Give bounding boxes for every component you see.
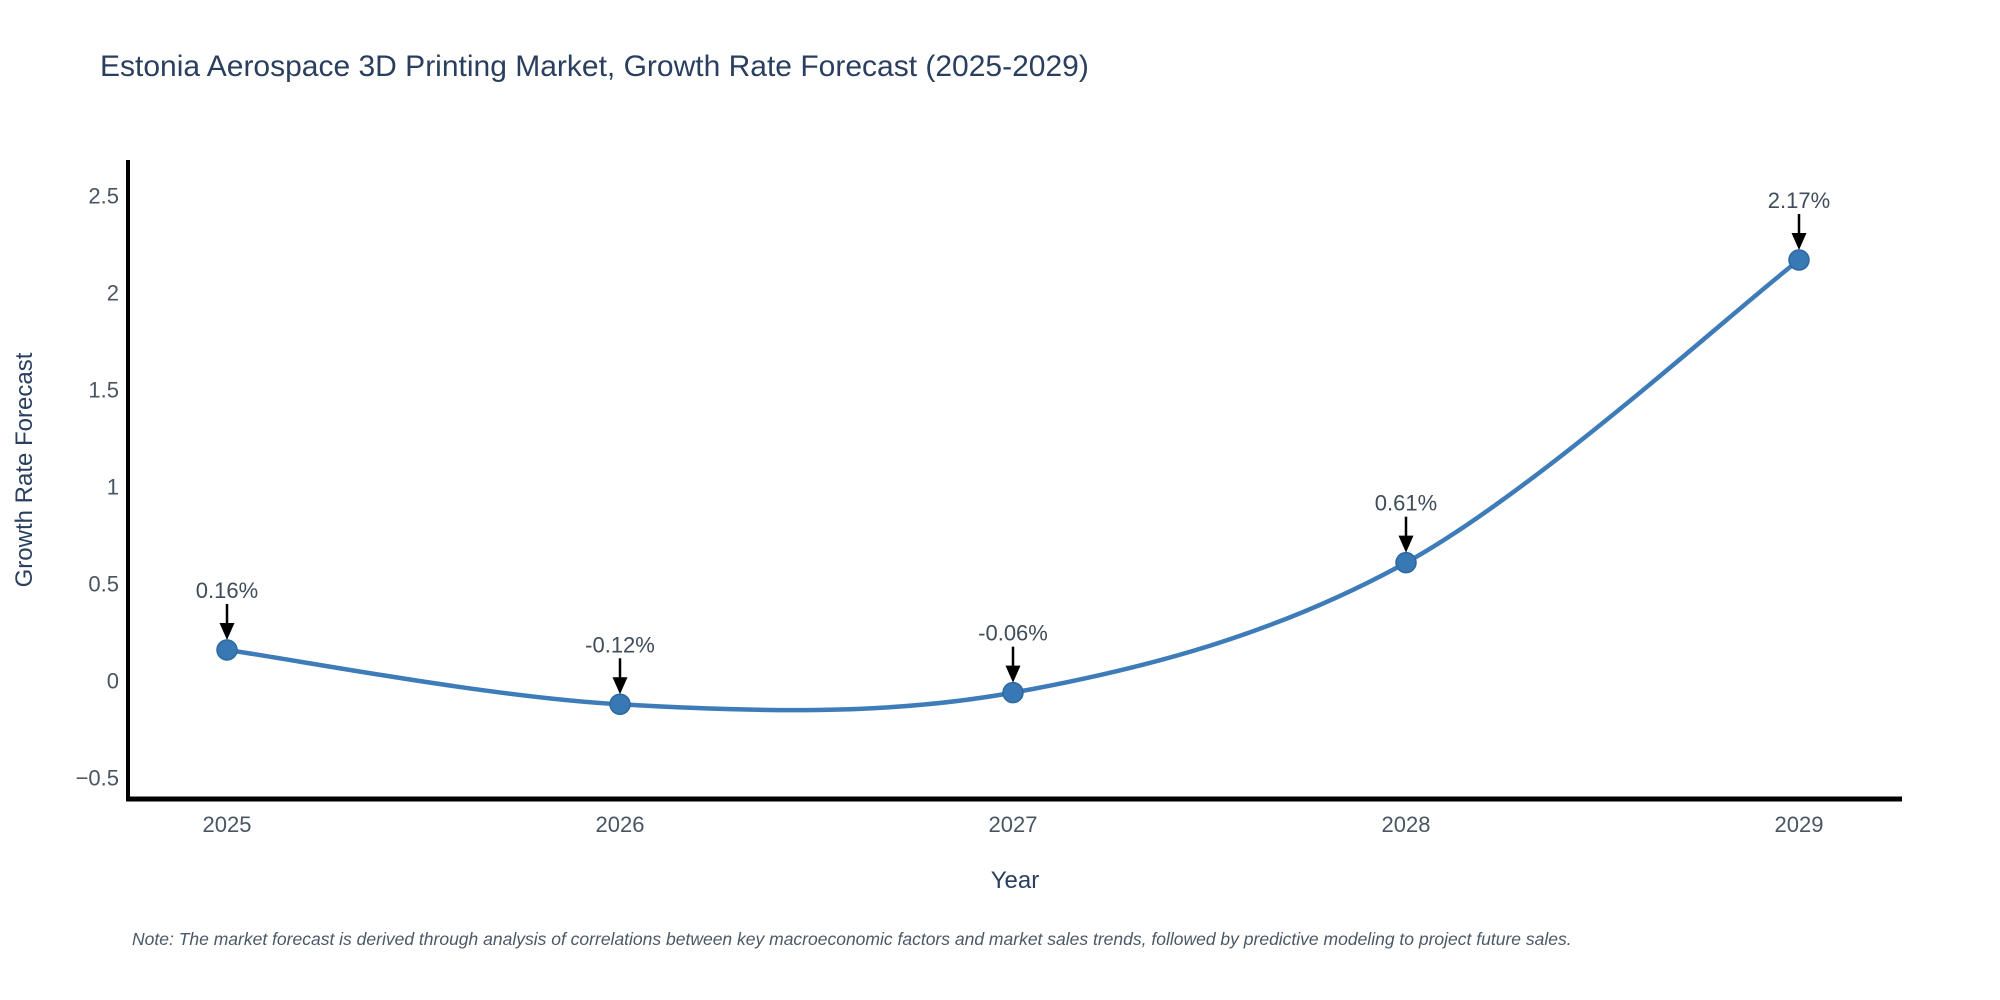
y-axis-tick-labels: 2.5 2 1.5 1 0.5 0 −0.5 bbox=[76, 184, 119, 791]
annotation-label: 0.61% bbox=[1375, 491, 1437, 516]
annotation-label: 0.16% bbox=[196, 578, 258, 603]
y-tick-label: 1 bbox=[107, 475, 119, 500]
annotation-label: 2.17% bbox=[1768, 188, 1830, 213]
x-axis-tick-labels: 2025 2026 2027 2028 2029 bbox=[203, 812, 1824, 837]
y-tick-label: 0.5 bbox=[88, 572, 119, 597]
y-tick-label: 1.5 bbox=[88, 378, 119, 403]
y-tick-label: 2 bbox=[107, 281, 119, 306]
annotation-label: -0.06% bbox=[978, 621, 1048, 646]
data-point-marker[interactable] bbox=[1788, 249, 1810, 271]
y-axis-title: Growth Rate Forecast bbox=[11, 352, 38, 587]
data-point-marker[interactable] bbox=[609, 693, 631, 716]
data-point-marker[interactable] bbox=[1002, 681, 1024, 704]
y-tick-label: 2.5 bbox=[88, 184, 119, 209]
annotation-arrowhead-icon bbox=[612, 677, 628, 695]
x-tick-label: 2027 bbox=[989, 812, 1038, 837]
x-axis-title: Year bbox=[991, 867, 1040, 894]
series-line bbox=[224, 257, 1802, 713]
y-tick-label: −0.5 bbox=[76, 766, 119, 791]
annotation-arrowhead-icon bbox=[1398, 535, 1414, 553]
annotation-arrowhead-icon bbox=[1005, 665, 1021, 683]
data-point-marker[interactable] bbox=[1395, 551, 1417, 574]
x-tick-label: 2029 bbox=[1775, 812, 1824, 837]
chart-title: Estonia Aerospace 3D Printing Market, Gr… bbox=[100, 50, 1089, 83]
y-tick-label: 0 bbox=[107, 669, 119, 694]
data-point-marker[interactable] bbox=[216, 639, 238, 661]
annotation-arrowhead-icon bbox=[219, 622, 235, 640]
series-group bbox=[216, 249, 1810, 716]
annotation-group: 0.16% -0.12% -0.06% 0.61% 2.17% bbox=[196, 188, 1830, 695]
x-tick-label: 2026 bbox=[596, 812, 645, 837]
x-tick-label: 2028 bbox=[1382, 812, 1431, 837]
annotation-arrowhead-icon bbox=[1791, 233, 1807, 251]
footnote: Note: The market forecast is derived thr… bbox=[132, 929, 1572, 949]
x-tick-label: 2025 bbox=[203, 812, 252, 837]
annotation-label: -0.12% bbox=[585, 632, 655, 657]
